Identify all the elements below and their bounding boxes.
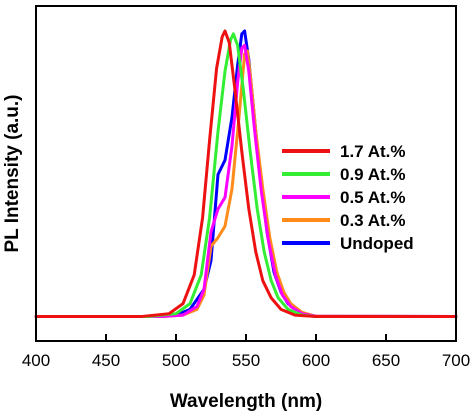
legend-label: Undoped	[340, 234, 414, 253]
series-layer	[34, 29, 458, 319]
legend: 1.7 At.% 0.9 At.% 0.5 At.% 0.3 At.% Undoped	[282, 142, 414, 253]
series-line-0-9-at	[34, 32, 458, 319]
legend-label: 0.9 At.%	[340, 165, 406, 184]
x-tick-label: 700	[442, 351, 470, 370]
series-line-0-5-at	[34, 43, 458, 319]
legend-label: 1.7 At.%	[340, 142, 406, 161]
x-tick-label: 600	[302, 351, 330, 370]
legend-label: 0.3 At.%	[340, 211, 406, 230]
legend-label: 0.5 At.%	[340, 188, 406, 207]
x-tick-label: 500	[162, 351, 190, 370]
x-tick-label: 450	[92, 351, 120, 370]
x-tick-label: 400	[22, 351, 50, 370]
x-tick-label: 550	[232, 351, 260, 370]
x-tick-label: 650	[372, 351, 400, 370]
x-axis-title: Wavelength (nm)	[170, 391, 322, 412]
x-axis: 400 450 500 550 600 650 700	[22, 334, 470, 370]
y-axis-title: PL Intensity (a.u.)	[2, 94, 23, 252]
series-line-1-7-at	[34, 29, 458, 319]
